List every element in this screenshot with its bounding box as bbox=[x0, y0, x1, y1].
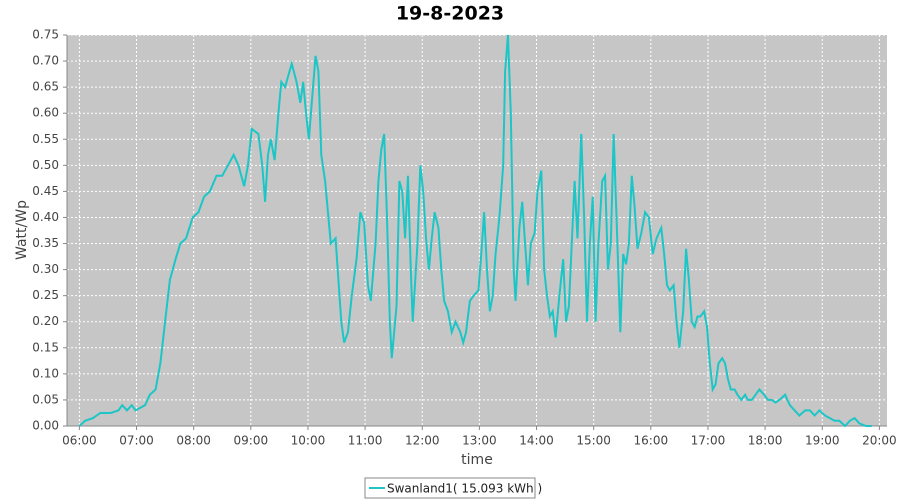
y-tick-label: 0.50 bbox=[32, 158, 59, 172]
y-tick-label: 0.20 bbox=[32, 314, 59, 328]
y-tick-label: 0.70 bbox=[32, 54, 59, 68]
x-tick-label: 18:00 bbox=[748, 434, 783, 448]
plot-area bbox=[67, 35, 887, 426]
x-tick-label: 10:00 bbox=[291, 434, 326, 448]
x-tick-label: 17:00 bbox=[691, 434, 726, 448]
y-tick-label: 0.35 bbox=[32, 236, 59, 250]
x-tick-label: 08:00 bbox=[176, 434, 211, 448]
y-tick-label: 0.05 bbox=[32, 392, 59, 406]
x-tick-label: 16:00 bbox=[634, 434, 669, 448]
x-tick-label: 14:00 bbox=[519, 434, 554, 448]
data-line bbox=[78, 34, 872, 428]
y-tick-label: 0.65 bbox=[32, 80, 59, 94]
x-tick-label: 13:00 bbox=[462, 434, 497, 448]
y-tick-label: 0.60 bbox=[32, 106, 59, 120]
y-tick-label: 0.40 bbox=[32, 210, 59, 224]
y-tick-label: 0.45 bbox=[32, 184, 59, 198]
x-tick-label: 07:00 bbox=[119, 434, 154, 448]
y-tick-label: 0.10 bbox=[32, 366, 59, 380]
x-tick-label: 20:00 bbox=[862, 434, 897, 448]
y-tick-label: 0.15 bbox=[32, 340, 59, 354]
y-tick-label: 0.00 bbox=[32, 419, 59, 433]
x-tick-label: 15:00 bbox=[576, 434, 611, 448]
y-axis-label: Watt/Wp bbox=[14, 200, 30, 260]
x-tick-label: 06:00 bbox=[62, 434, 97, 448]
y-tick-label: 0.55 bbox=[32, 132, 59, 146]
legend-label: Swanland1( 15.093 kWh ) bbox=[387, 482, 542, 496]
legend bbox=[364, 477, 536, 499]
x-tick-label: 09:00 bbox=[234, 434, 269, 448]
y-tick-label: 0.25 bbox=[32, 288, 59, 302]
chart-title: 19-8-2023 bbox=[396, 3, 504, 25]
x-tick-label: 19:00 bbox=[805, 434, 840, 448]
x-tick-label: 12:00 bbox=[405, 434, 440, 448]
y-tick-label: 0.30 bbox=[32, 262, 59, 276]
y-tick-label: 0.75 bbox=[32, 28, 59, 42]
x-axis-label: time bbox=[461, 452, 493, 468]
x-tick-label: 11:00 bbox=[348, 434, 383, 448]
